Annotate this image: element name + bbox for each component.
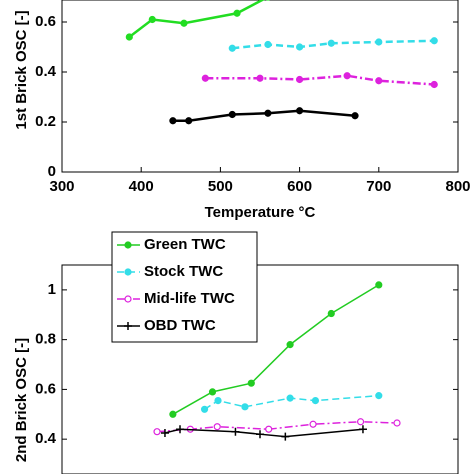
x-tick-label: 600 [287, 178, 312, 195]
point [201, 74, 209, 82]
point [281, 432, 290, 441]
line [232, 39, 435, 50]
point [153, 428, 161, 436]
point [286, 341, 294, 349]
point [358, 425, 367, 434]
y-tick-label: 0 [48, 163, 56, 180]
point [264, 109, 272, 117]
legend-label: OBD TWC [144, 317, 216, 334]
y-tick-label: 1 [48, 281, 56, 298]
y-tick-label: 0.4 [35, 430, 57, 447]
point [351, 112, 359, 120]
y-tick-label: 0.6 [35, 380, 56, 397]
x-axis-label: Temperature °C [205, 204, 316, 221]
point [343, 72, 351, 80]
point [241, 403, 249, 411]
point [356, 418, 365, 426]
point [264, 40, 272, 49]
point [148, 15, 156, 24]
point [213, 423, 221, 431]
point [247, 379, 255, 387]
legend-marker [124, 295, 132, 303]
legend-marker [124, 322, 132, 330]
point [256, 74, 264, 82]
x-tick-label: 700 [366, 178, 391, 195]
legend-label: Mid-life TWC [144, 290, 235, 307]
point [311, 397, 320, 405]
point [185, 117, 193, 125]
plot-frame [61, 0, 459, 173]
line [172, 109, 356, 122]
plot-area [153, 281, 401, 441]
legend-marker [124, 268, 132, 276]
point [160, 428, 169, 437]
point [430, 37, 438, 45]
point [327, 39, 335, 47]
point [430, 80, 438, 89]
legend-label: Green TWC [144, 236, 226, 253]
x-tick-label: 800 [445, 178, 470, 195]
point [125, 33, 133, 41]
point [296, 43, 304, 51]
point [233, 9, 241, 17]
point [296, 107, 304, 115]
point [375, 38, 383, 46]
x-tick-label: 400 [129, 178, 154, 195]
point [256, 430, 264, 439]
y-axis-label: 1st Brick OSC [-] [13, 10, 30, 129]
point [286, 394, 294, 402]
point [169, 117, 177, 125]
point [176, 425, 185, 434]
x-tick-label: 500 [208, 178, 233, 195]
plot-frame [61, 264, 459, 474]
point [228, 44, 236, 52]
point [393, 419, 401, 427]
point [231, 427, 240, 436]
legend-label: Stock TWC [144, 263, 223, 280]
line [172, 284, 380, 415]
point [265, 425, 273, 433]
y-axis-label: 2nd Brick OSC [-] [13, 338, 30, 462]
legend-box [111, 231, 258, 343]
y-tick-label: 0.6 [35, 13, 56, 30]
point [309, 420, 317, 428]
point [214, 397, 222, 405]
point [228, 110, 236, 119]
line [205, 74, 435, 86]
y-tick-label: 0.4 [35, 63, 57, 80]
legend-marker [124, 241, 132, 249]
line [164, 428, 364, 438]
y-tick-label: 0.2 [35, 113, 56, 130]
point [200, 405, 209, 413]
point [375, 281, 383, 289]
x-tick-label: 300 [49, 178, 74, 195]
point [375, 77, 383, 85]
point [180, 19, 188, 27]
point [375, 392, 383, 400]
plot-area [125, 0, 438, 125]
point [169, 410, 177, 418]
point [296, 75, 304, 84]
point [327, 309, 335, 318]
point [208, 388, 217, 396]
y-tick-label: 0.8 [35, 331, 56, 348]
